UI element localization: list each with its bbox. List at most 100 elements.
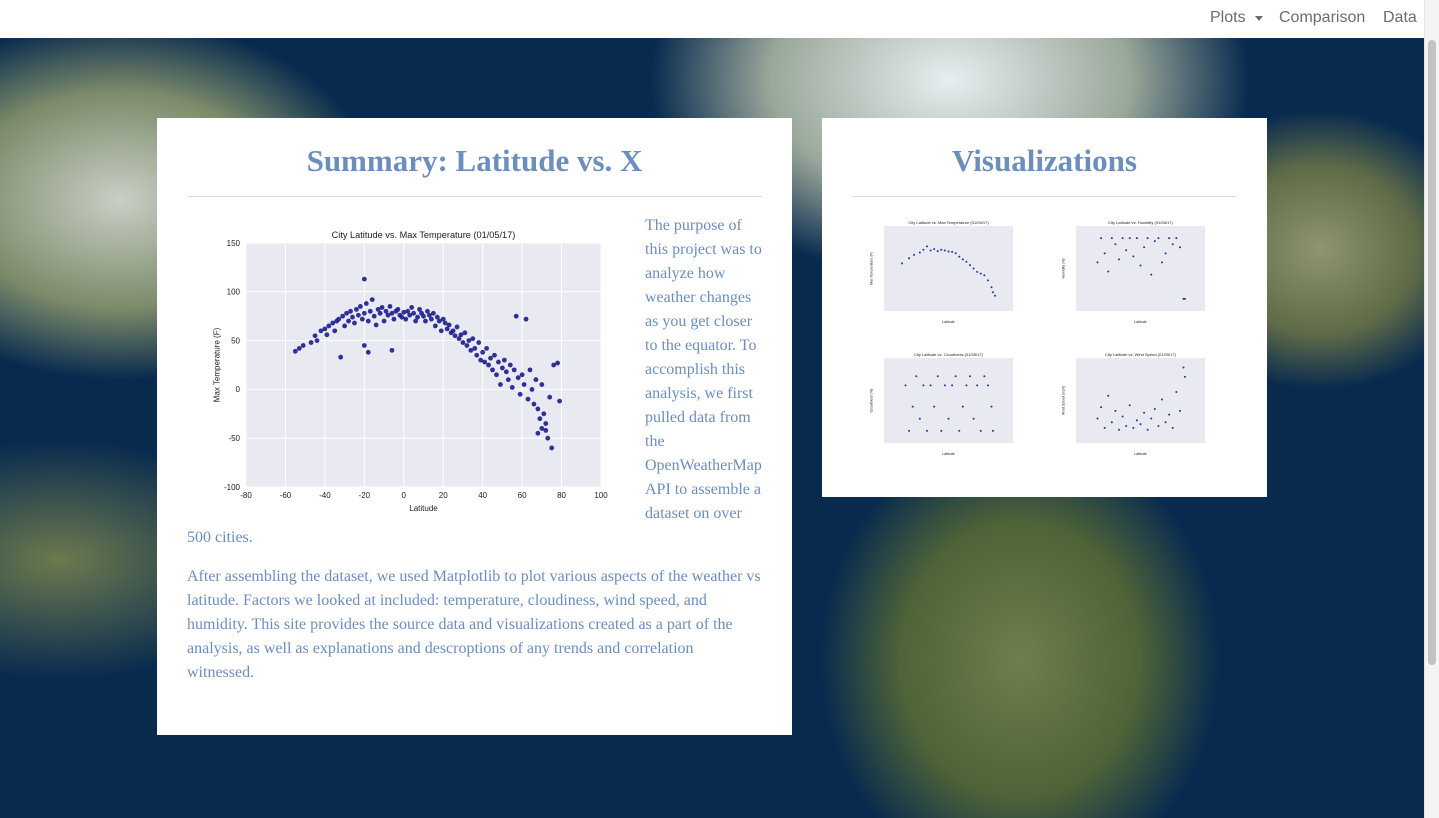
data-point [1135,419,1138,422]
data-point [1118,258,1120,261]
data-point [1171,426,1174,429]
data-point [427,312,432,318]
data-point [991,429,994,432]
nav-link[interactable]: Comparison [1279,9,1366,26]
data-point [965,384,968,387]
y-axis-label: Cloudiness (%) [870,389,873,413]
data-point [498,382,503,387]
card-title: Visualizations [852,118,1237,197]
data-point [401,309,407,315]
chart-title: City Latitude vs. Max Temperature (01/05… [908,220,989,225]
data-point [918,251,921,254]
data-point [356,312,361,318]
data-point [976,384,979,387]
data-point [918,417,921,420]
data-point [511,367,517,373]
data-point [1128,404,1131,407]
scroll-thumb[interactable] [1428,40,1436,665]
thumbnail-chart[interactable]: City Latitude vs. Max Temperature (01/05… [870,218,1020,323]
data-point [501,357,507,363]
data-point [926,429,928,432]
data-point [922,248,925,251]
y-tick-label: -100 [224,483,241,492]
thumbnail-chart[interactable]: City Latitude vs. Humidity (01/05/17) Lat… [1062,218,1212,323]
data-point [338,354,344,360]
data-point [1164,252,1167,255]
chart-title: City Latitude vs. Cloudiness (01/05/17) [914,352,984,357]
data-point [389,310,395,316]
data-point [399,314,405,320]
data-point [535,406,541,412]
data-point [535,430,541,436]
visualizations-card: Visualizations City Latitude vs. Max Tem… [822,118,1267,497]
data-point [490,367,495,373]
data-point [373,322,379,328]
data-point [933,405,936,408]
data-point [314,338,320,343]
data-point [436,318,442,324]
data-point [417,306,422,312]
paragraph: The purpose of this project was to analy… [187,217,762,546]
data-point [943,249,946,252]
scrollbar[interactable] [1424,0,1439,818]
data-point [492,352,497,358]
data-point [986,279,989,282]
data-point [403,316,409,322]
data-point [407,312,413,318]
x-axis-label: Latitude [1134,320,1147,323]
plot-area [246,243,601,487]
thumbnail-chart[interactable]: City Latitude vs. Wind Speed (01/05/17) L… [1062,350,1212,455]
data-point [1100,406,1103,409]
data-point [954,375,957,378]
data-point [1096,261,1099,264]
data-point [350,314,355,320]
data-point [1178,409,1181,412]
data-point [354,306,359,312]
data-point [983,375,986,378]
data-point [357,304,363,309]
data-point [458,332,464,338]
nav-link[interactable]: Plots [1210,9,1246,26]
data-point [342,323,348,329]
data-point [387,304,393,309]
data-point [994,294,997,297]
data-point [1150,273,1153,276]
data-point [961,405,964,408]
data-point [549,445,555,451]
data-point [969,375,971,378]
x-tick-label: 0 [402,491,407,500]
data-point [464,343,470,348]
data-point [462,330,468,336]
data-point [482,359,488,365]
data-point [318,328,324,334]
data-point [496,359,501,365]
data-point [421,313,426,319]
x-axis-label: Latitude [942,320,955,323]
plot-area [884,226,1013,311]
y-tick-label: 150 [227,239,241,248]
y-axis-label: Wind Speed (mph) [1062,386,1065,415]
nav-link[interactable]: Data [1383,9,1417,26]
data-point [1178,246,1181,249]
data-point [444,326,450,332]
data-point [911,405,914,408]
data-point [1114,409,1117,412]
data-point [488,355,493,361]
data-point [438,328,444,334]
data-point [1107,394,1110,397]
data-point [1143,411,1146,414]
thumbnail-chart[interactable]: City Latitude vs. Cloudiness (01/05/17) L… [870,350,1020,455]
navbar: Plots Comparison Data [0,0,1425,38]
data-point [452,333,458,339]
summary-card: Summary: Latitude vs. X -100 -50 0 50 100 150… [157,118,792,735]
data-point [954,252,957,255]
data-point [983,274,986,277]
y-axis-label: Max Temperature (F) [870,252,873,285]
data-point [555,360,561,366]
data-point [537,416,543,422]
data-point [986,384,989,387]
data-point [972,267,975,270]
data-point [450,328,456,334]
dropdown-caret[interactable] [1255,16,1263,21]
